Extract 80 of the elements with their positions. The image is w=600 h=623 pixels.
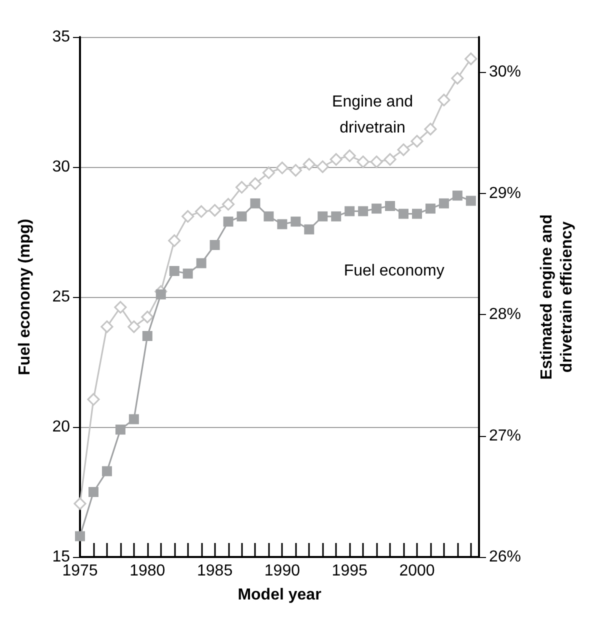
point <box>343 149 356 162</box>
y-tick-label: 35 <box>52 28 70 46</box>
point <box>358 206 368 216</box>
point <box>424 122 437 136</box>
y-tick-label: 15 <box>52 548 70 566</box>
point <box>168 234 181 247</box>
y2-tick-label: 29% <box>489 184 522 202</box>
point <box>182 210 194 223</box>
y-tick-label: 20 <box>52 418 70 436</box>
point <box>208 204 222 217</box>
point <box>372 204 382 214</box>
point <box>412 208 422 219</box>
y-tick-label: 30 <box>52 158 70 176</box>
point <box>74 497 86 510</box>
point <box>331 211 342 222</box>
point <box>276 162 288 174</box>
point <box>384 153 396 166</box>
point <box>370 156 383 168</box>
y2-axis-title: Estimated engine and drivetrain efficiency <box>538 214 576 380</box>
y2-tick-label: 27% <box>489 427 522 444</box>
point <box>277 219 288 230</box>
x-tick-label: 1980 <box>130 562 166 580</box>
point <box>87 393 100 406</box>
point <box>169 266 180 276</box>
point <box>102 466 112 476</box>
text: Fuel economy <box>344 262 444 280</box>
point <box>397 143 410 156</box>
point <box>223 216 234 227</box>
point <box>142 331 152 341</box>
point <box>141 310 154 324</box>
point <box>330 153 342 166</box>
point <box>302 158 316 171</box>
y2-tick-label: 30% <box>489 64 522 81</box>
point <box>236 211 247 222</box>
point <box>316 160 329 173</box>
point <box>262 166 276 180</box>
point <box>250 198 260 208</box>
point <box>466 196 476 206</box>
x-tick-label: 1990 <box>264 562 300 580</box>
point <box>75 531 85 542</box>
point <box>289 164 302 177</box>
point <box>425 204 436 214</box>
y-axis-title: Fuel economy (mpg) <box>16 218 34 376</box>
point <box>196 258 206 268</box>
point <box>248 177 262 190</box>
point <box>100 320 114 333</box>
point <box>182 268 193 279</box>
x-tick-label: 1975 <box>62 562 98 580</box>
point <box>210 240 220 250</box>
point <box>356 156 370 168</box>
point <box>115 424 126 435</box>
point <box>222 198 235 211</box>
point <box>128 414 139 424</box>
point <box>318 211 328 222</box>
x-tick-label: 1995 <box>332 562 368 580</box>
point <box>304 224 314 234</box>
point <box>438 198 449 208</box>
series-label: Engine and drivetrain <box>332 94 413 136</box>
point <box>410 134 424 148</box>
x-tick-label: 1985 <box>197 562 233 580</box>
point <box>451 72 464 85</box>
x-axis-title: Model year <box>238 586 322 604</box>
point <box>344 206 355 216</box>
point <box>385 201 396 211</box>
y2-tick-label: 28% <box>489 306 522 324</box>
point <box>398 208 409 219</box>
point <box>464 52 478 66</box>
point <box>114 301 127 314</box>
point <box>264 211 274 222</box>
point <box>235 181 248 194</box>
point <box>88 487 98 497</box>
point <box>128 320 140 333</box>
point <box>438 94 450 106</box>
point <box>290 216 301 227</box>
y2-tick-label: 26% <box>489 548 522 566</box>
x-tick-label: 2000 <box>399 562 435 580</box>
y-tick-label: 25 <box>52 288 70 306</box>
point <box>452 190 462 201</box>
point <box>156 289 166 300</box>
point <box>195 205 208 218</box>
